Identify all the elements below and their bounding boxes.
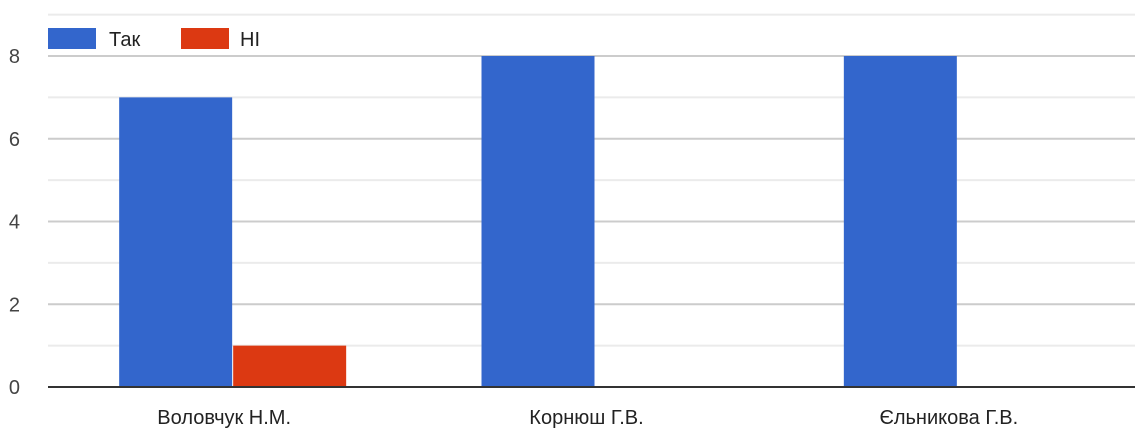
y-tick-label: 2 xyxy=(9,294,20,316)
y-tick-label: 4 xyxy=(9,212,20,234)
legend-swatch-tak xyxy=(48,28,96,49)
y-tick-label: 8 xyxy=(9,46,20,68)
x-category-label: Корнюш Г.В. xyxy=(529,407,643,428)
x-category-label: Єльникова Г.В. xyxy=(879,407,1018,428)
legend-label-tak: Так xyxy=(109,29,140,51)
bar-ni xyxy=(233,345,347,387)
legend: Так НІ xyxy=(48,28,260,51)
y-tick-label: 0 xyxy=(9,377,20,399)
legend-swatch-ni xyxy=(181,28,229,49)
bar-tak xyxy=(119,97,233,387)
legend-label-ni: НІ xyxy=(240,29,260,51)
bar-tak xyxy=(481,56,595,387)
y-axis-ticks: 0 2 4 6 8 xyxy=(9,46,20,399)
bar-tak xyxy=(843,56,957,387)
x-axis-labels: Воловчук Н.М. Корнюш Г.В. Єльникова Г.В. xyxy=(157,407,1018,428)
x-category-label: Воловчук Н.М. xyxy=(157,407,291,428)
y-tick-label: 6 xyxy=(9,129,20,151)
bars xyxy=(119,56,957,387)
